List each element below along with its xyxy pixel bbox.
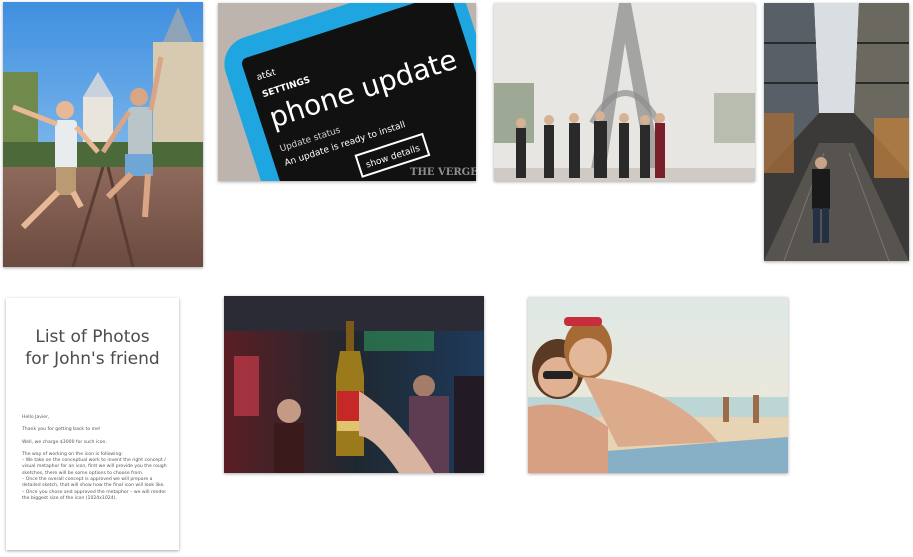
document-paragraph: – Once you chose and approved the metaph… [22,489,167,501]
verge-watermark: THE VERGE [410,167,476,178]
photo-phone-update[interactable]: at&t SETTINGS phone update Update status… [218,3,476,181]
beach-girls-image [528,297,788,473]
document-paragraph: Thank you for getting back to me! [22,427,101,433]
photo-eiffel-tower[interactable] [494,3,755,181]
phone-update-image: at&t SETTINGS phone update Update status… [218,3,476,181]
mall-corridor-image [764,3,909,261]
photo-bar-bottle[interactable] [224,296,484,473]
disney-jump-image [3,2,203,267]
document-body: Hello Javier, Thank you for getting back… [22,415,167,502]
document-card[interactable]: List of Photos for John's friend Hello J… [6,298,179,550]
document-paragraph: Well, we charge $3000 for such icon. [22,439,107,445]
document-paragraph: – We take on the conceptual work to inve… [22,458,167,476]
photo-mall-corridor[interactable] [764,3,909,261]
bar-bottle-image [224,296,484,473]
document-paragraph: Hello Javier, [22,415,50,420]
photo-disney-jump[interactable] [3,2,203,267]
document-title: List of Photos for John's friend [25,327,160,369]
eiffel-tower-image [494,3,755,181]
document-paragraph: – Once the overall concept is approved w… [22,477,165,489]
photo-beach-girls[interactable] [528,297,788,473]
document-paragraph: The way of working on the icon is follow… [22,451,123,457]
